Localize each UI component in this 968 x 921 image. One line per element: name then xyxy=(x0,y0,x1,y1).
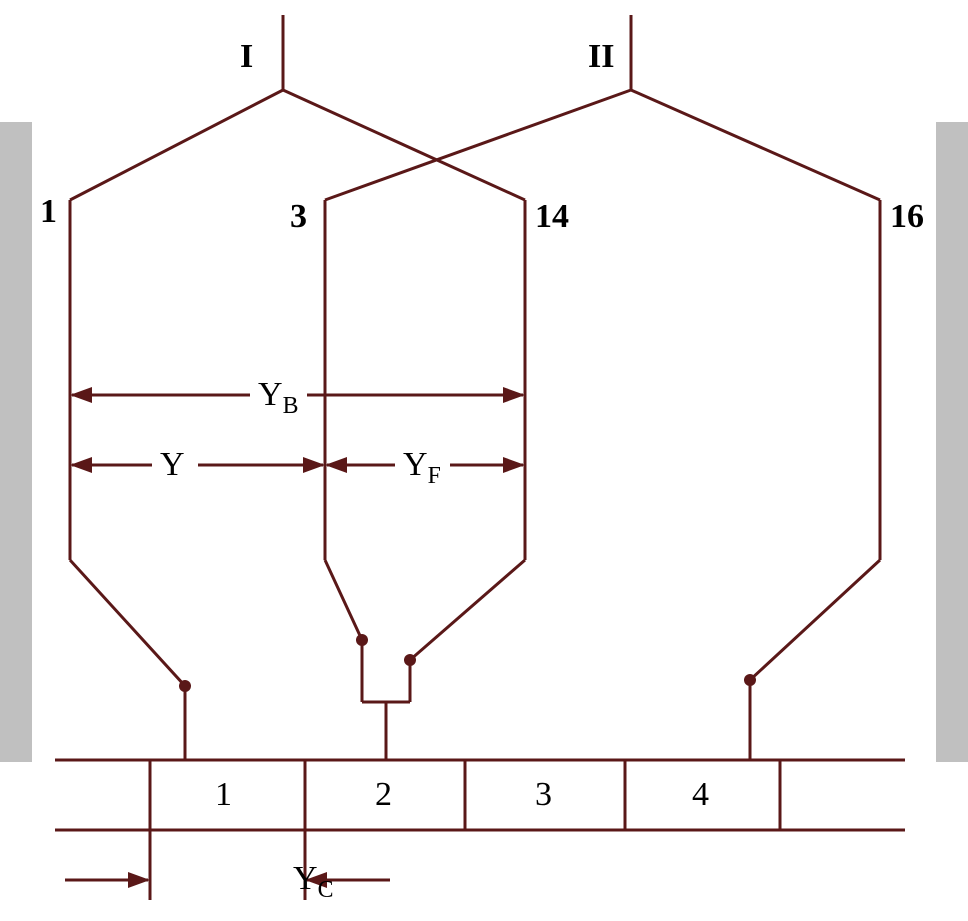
label-seg-2: 2 xyxy=(375,778,392,812)
label-YB: YB xyxy=(258,378,298,419)
label-slot-16: 16 xyxy=(890,200,924,234)
label-seg-3: 3 xyxy=(535,778,552,812)
label-slot-3: 3 xyxy=(290,200,307,234)
label-seg-4: 4 xyxy=(692,778,709,812)
winding-diagram-svg xyxy=(0,0,968,921)
label-YC: YC xyxy=(293,862,333,903)
label-coil-II: II xyxy=(588,40,614,74)
label-slot-14: 14 xyxy=(535,200,569,234)
label-seg-1: 1 xyxy=(215,778,232,812)
diagram-stage: I II 1 3 14 16 YB Y YF 1 2 3 4 YC xyxy=(0,0,968,921)
label-slot-1: 1 xyxy=(40,195,57,229)
label-YF: YF xyxy=(403,448,441,489)
label-coil-I: I xyxy=(240,40,253,74)
label-Y: Y xyxy=(160,448,185,482)
